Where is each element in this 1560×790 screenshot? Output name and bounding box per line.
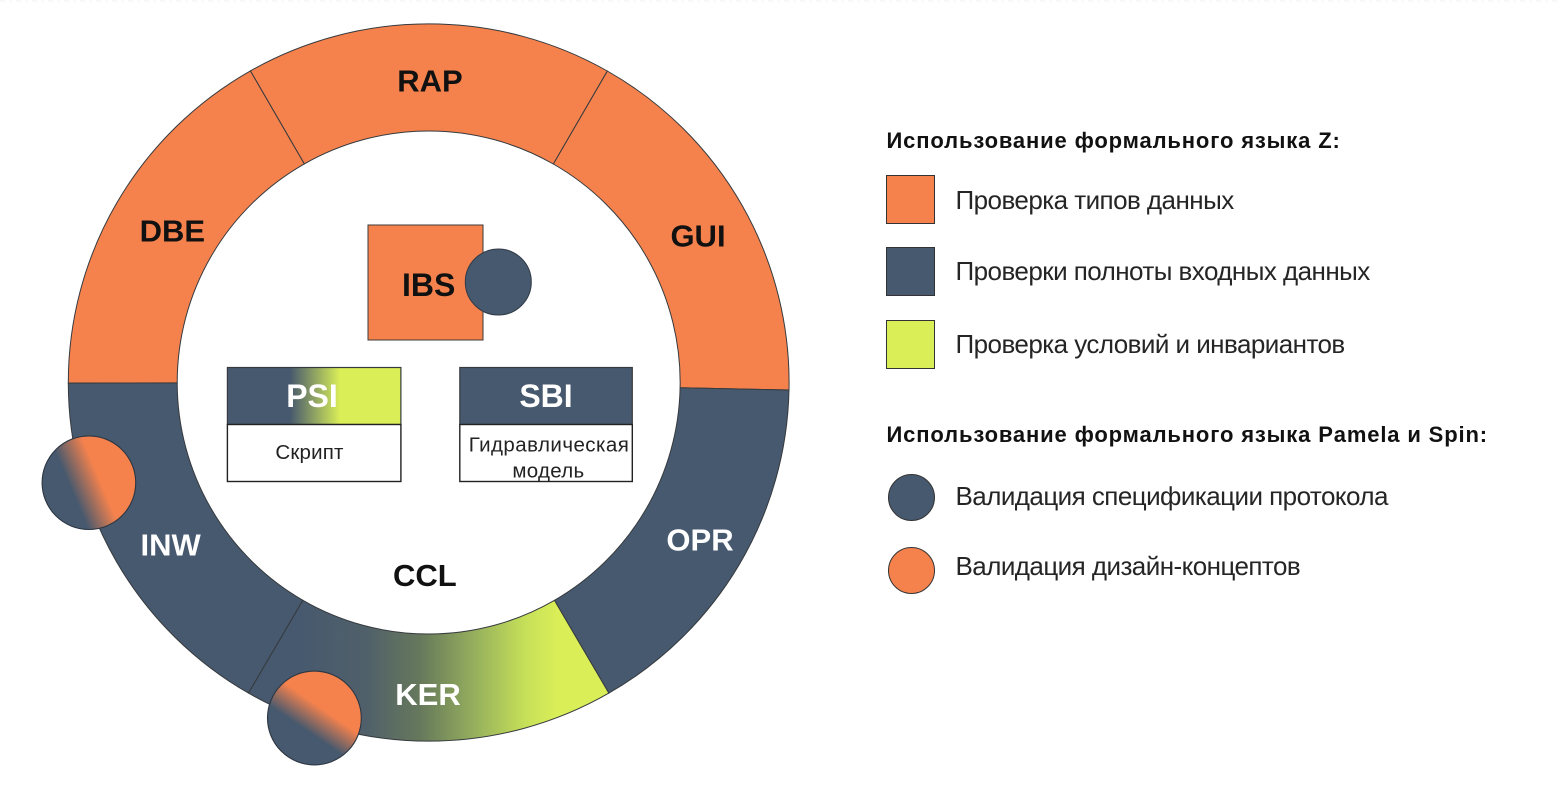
svg-text:PSI: PSI [286,378,338,414]
svg-text:SBI: SBI [519,378,572,414]
svg-text:OPR: OPR [666,522,733,557]
svg-text:RAP: RAP [397,64,462,99]
svg-text:KER: KER [395,677,460,712]
svg-text:GUI: GUI [670,219,725,254]
svg-text:модель: модель [512,460,584,483]
svg-text:Гидравлическая: Гидравлическая [469,433,630,456]
svg-text:INW: INW [140,528,201,563]
svg-text:CCL: CCL [393,558,457,593]
svg-text:IBS: IBS [402,267,455,303]
svg-text:DBE: DBE [140,214,205,249]
svg-text:Скрипт: Скрипт [275,441,344,464]
